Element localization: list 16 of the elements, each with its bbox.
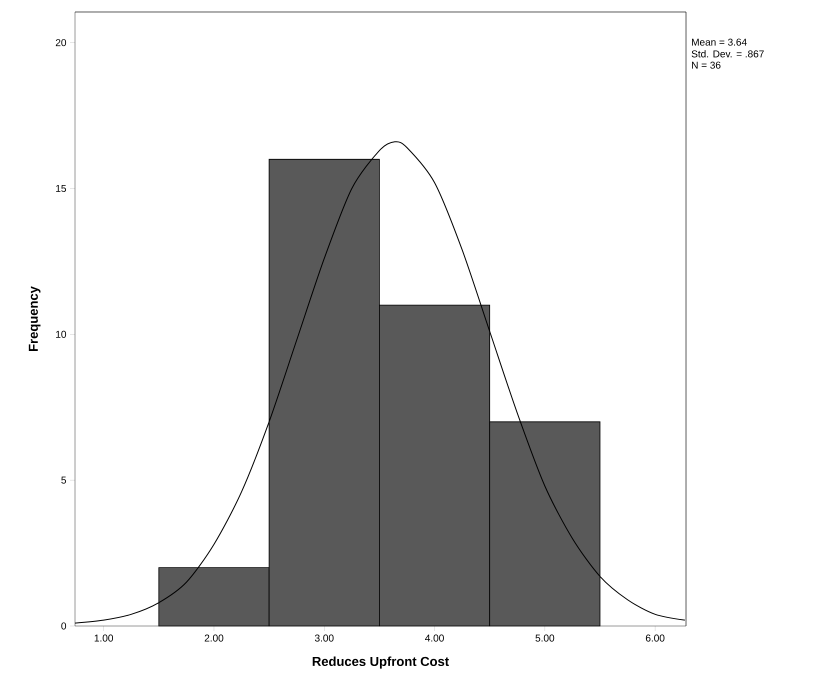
x-tick-label: 1.00	[94, 634, 114, 642]
x-tick-label: 2.00	[204, 634, 224, 642]
x-tick-label: 4.00	[425, 634, 444, 642]
y-tick-label: 15	[56, 184, 66, 192]
x-tick-label: 6.00	[646, 634, 664, 642]
y-tick-label: 20	[56, 39, 66, 46]
x-axis-title: Reduces Upfront Cost	[312, 656, 449, 669]
y-tick-label: 10	[56, 330, 66, 338]
x-tick-label: 3.00	[314, 634, 334, 642]
y-axis-title: Frequency	[28, 286, 40, 352]
text: Mean = 3.64	[692, 38, 747, 46]
x-tick-label: 5.00	[536, 634, 554, 642]
y-tick-label: 0	[61, 622, 66, 630]
y-tick-label: 5	[61, 476, 66, 484]
text: Std. Dev. = .867	[692, 50, 764, 58]
text: N = 36	[692, 62, 721, 69]
